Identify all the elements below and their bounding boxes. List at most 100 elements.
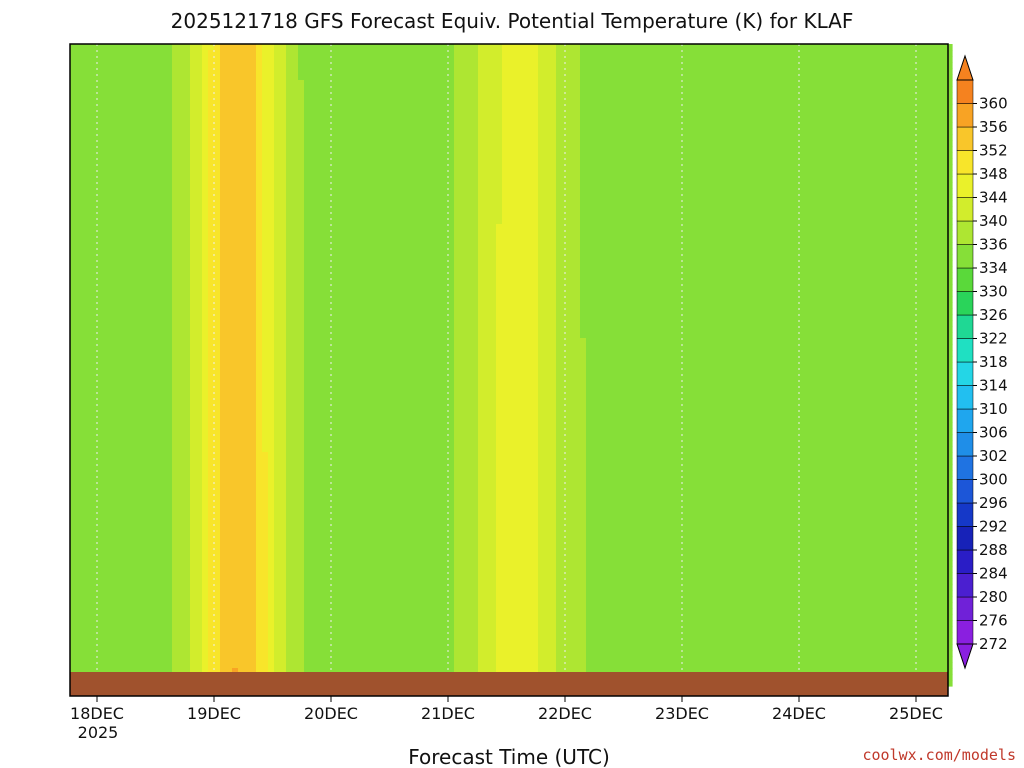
heatmap-cell xyxy=(436,206,443,213)
heatmap-cell xyxy=(400,242,407,249)
heatmap-cell xyxy=(730,212,737,219)
heatmap-cell xyxy=(184,134,191,141)
heatmap-cell xyxy=(166,164,173,171)
heatmap-cell xyxy=(190,176,197,183)
heatmap-cell xyxy=(580,224,587,231)
heatmap-cell xyxy=(562,140,569,147)
heatmap-cell xyxy=(922,116,929,123)
heatmap-cell xyxy=(610,98,617,105)
heatmap-cell xyxy=(652,152,659,159)
heatmap-cell xyxy=(418,62,425,69)
heatmap-cell xyxy=(484,104,491,111)
heatmap-cell xyxy=(466,146,473,153)
heatmap-cell xyxy=(826,44,833,51)
heatmap-cell xyxy=(808,212,815,219)
heatmap-cell xyxy=(778,92,785,99)
heatmap-cell xyxy=(160,80,167,87)
heatmap-cell xyxy=(106,152,113,159)
heatmap-cell xyxy=(370,74,377,81)
heatmap-cell xyxy=(454,80,461,87)
heatmap-cell xyxy=(196,176,203,183)
heatmap-cell xyxy=(586,50,593,57)
heatmap-cell xyxy=(682,50,689,57)
heatmap-cell xyxy=(202,218,209,225)
heatmap-cell xyxy=(610,230,617,237)
heatmap-cell xyxy=(478,134,485,141)
heatmap-cell xyxy=(514,224,521,231)
heatmap-cell xyxy=(910,50,917,57)
heatmap-cell xyxy=(688,50,695,57)
heatmap-cell xyxy=(286,152,293,159)
heatmap-cell xyxy=(658,104,665,111)
heatmap-cell xyxy=(496,86,503,93)
heatmap-cell xyxy=(814,68,821,75)
heatmap-cell xyxy=(850,206,857,213)
heatmap-cell xyxy=(460,158,467,165)
heatmap-cell xyxy=(940,140,947,147)
heatmap-cell xyxy=(526,110,533,117)
heatmap-cell xyxy=(346,62,353,69)
heatmap-cell xyxy=(340,116,347,123)
heatmap-cell xyxy=(670,56,677,63)
heatmap-cell xyxy=(736,140,743,147)
heatmap-cell xyxy=(700,242,707,249)
heatmap-cell xyxy=(700,86,707,93)
heatmap-cell xyxy=(82,116,89,123)
heatmap-cell xyxy=(454,134,461,141)
heatmap-cell xyxy=(154,176,161,183)
heatmap-cell xyxy=(814,116,821,123)
heatmap-cell xyxy=(610,80,617,87)
heatmap-cell xyxy=(268,224,275,231)
heatmap-cell xyxy=(82,74,89,81)
heatmap-cell xyxy=(442,62,449,69)
heatmap-cell xyxy=(652,92,659,99)
heatmap-cell xyxy=(820,134,827,141)
heatmap-cell xyxy=(328,128,335,135)
heatmap-cell xyxy=(658,68,665,75)
heatmap-cell xyxy=(496,92,503,99)
heatmap-cell xyxy=(418,116,425,123)
heatmap-cell xyxy=(610,158,617,165)
heatmap-cell xyxy=(382,50,389,57)
heatmap-cell xyxy=(154,158,161,165)
heatmap-cell xyxy=(190,200,197,207)
heatmap-cell xyxy=(646,50,653,57)
heatmap-cell xyxy=(874,236,881,243)
heatmap-cell xyxy=(472,44,479,51)
heatmap-cell xyxy=(382,176,389,183)
heatmap-cell xyxy=(532,182,539,189)
heatmap-cell xyxy=(412,92,419,99)
heatmap-cell xyxy=(814,182,821,189)
heatmap-cell xyxy=(424,188,431,195)
heatmap-cell xyxy=(544,146,551,153)
heatmap-cell xyxy=(286,146,293,153)
heatmap-cell xyxy=(244,122,251,129)
heatmap-cell xyxy=(490,200,497,207)
heatmap-cell xyxy=(514,206,521,213)
heatmap-cell xyxy=(406,128,413,135)
heatmap-cell xyxy=(190,56,197,63)
heatmap-cell xyxy=(514,158,521,165)
heatmap-cell xyxy=(316,98,323,105)
heatmap-cell xyxy=(448,80,455,87)
heatmap-cell xyxy=(280,44,287,51)
heatmap-cell xyxy=(556,146,563,153)
heatmap-cell xyxy=(214,140,221,147)
heatmap-cell xyxy=(184,194,191,201)
heatmap-cell xyxy=(382,92,389,99)
heatmap-cell xyxy=(394,62,401,69)
heatmap-cell xyxy=(136,224,143,231)
heatmap-cell xyxy=(862,98,869,105)
heatmap-cell xyxy=(376,206,383,213)
heatmap-cell xyxy=(784,242,791,249)
heatmap-cell xyxy=(364,56,371,63)
heatmap-cell xyxy=(586,110,593,117)
heatmap-cell xyxy=(430,86,437,93)
heatmap-cell xyxy=(628,104,635,111)
heatmap-cell xyxy=(166,110,173,117)
heatmap-cell xyxy=(424,86,431,93)
heatmap-cell xyxy=(700,92,707,99)
heatmap-cell xyxy=(274,122,281,129)
heatmap-cell xyxy=(214,182,221,189)
heatmap-cell xyxy=(514,152,521,159)
